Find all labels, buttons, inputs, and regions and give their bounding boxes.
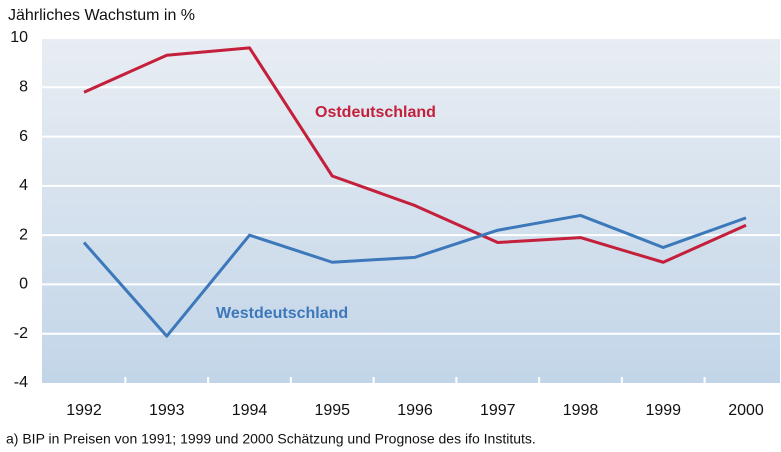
series-label: Ostdeutschland [315, 104, 436, 121]
x-tick-label: 1995 [314, 402, 350, 419]
line [82, 213, 747, 338]
x-tick-label: 1997 [480, 402, 516, 419]
y-tick-label: 2 [19, 226, 28, 243]
y-axis-label: Jährliches Wachstum in % [8, 7, 195, 24]
y-tick-label: 8 [19, 79, 28, 96]
x-tick-label: 1992 [66, 402, 102, 419]
y-tick-label: -2 [14, 325, 28, 342]
y-tick-label: 10 [10, 29, 28, 46]
series-label: Westdeutschland [216, 305, 348, 322]
line [83, 46, 747, 264]
y-tick-label: 6 [19, 128, 28, 145]
y-tick-label: 4 [19, 177, 28, 194]
x-tick-label: 2000 [728, 402, 764, 419]
x-tick-label: 1994 [232, 402, 268, 419]
y-tick-label: -4 [14, 374, 28, 391]
footnote: a) BIP in Preisen von 1991; 1999 und 200… [6, 431, 536, 447]
x-tick-label: 1996 [397, 402, 433, 419]
plot-background [42, 38, 780, 383]
x-tick-label: 1999 [645, 402, 681, 419]
x-tick-label: 1993 [149, 402, 185, 419]
y-tick-label: 0 [19, 276, 28, 293]
x-tick-label: 1998 [563, 402, 599, 419]
